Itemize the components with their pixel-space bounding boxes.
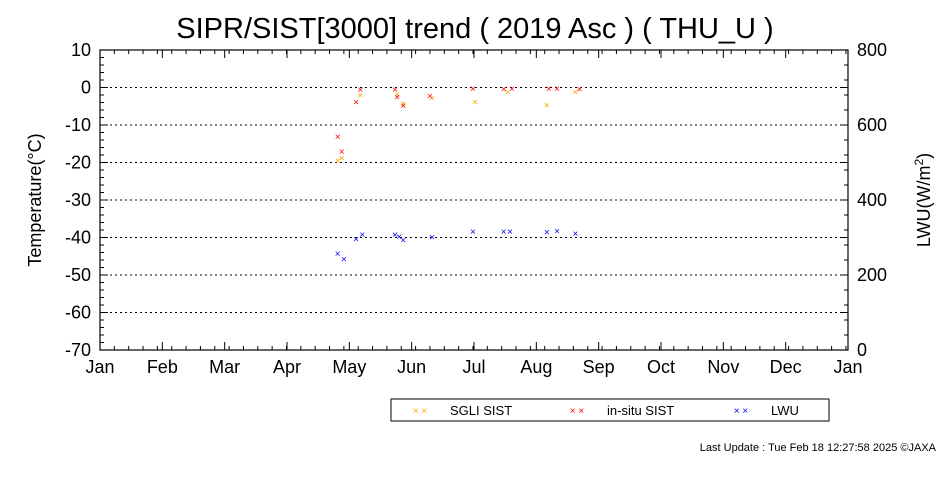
data-point: × (359, 230, 365, 241)
data-point: × (357, 85, 363, 96)
data-point: × (335, 132, 341, 143)
x-tick-label: Jan (85, 357, 114, 377)
data-point: × (577, 85, 583, 96)
data-point: × (429, 94, 435, 105)
data-point: × (392, 230, 398, 241)
y2-tick-label: 0 (857, 340, 867, 360)
data-point: × (573, 88, 579, 99)
data-point: × (554, 226, 560, 237)
x-tick-label: Jul (462, 357, 485, 377)
legend-label: in-situ SIST (607, 403, 674, 418)
data-point: × (394, 90, 400, 101)
y2-tick-label: 200 (857, 265, 887, 285)
x-tick-label: May (332, 357, 366, 377)
data-point: × (544, 100, 550, 111)
y-tick-label: -70 (65, 340, 91, 360)
data-point: × (573, 229, 579, 240)
legend-marker: × × (734, 406, 749, 417)
y2-tick-labels: 800 600 400 200 0 (857, 40, 887, 360)
y-axis-label: Temperature(°C) (25, 133, 45, 266)
data-point: × (472, 97, 478, 108)
legend-label: LWU (771, 403, 799, 418)
last-update-text: Last Update : Tue Feb 18 12:27:58 2025 ©… (700, 442, 937, 454)
axis-ticks (99, 49, 849, 351)
data-point: × (400, 235, 406, 246)
data-point: × (335, 156, 341, 167)
data-points: ××× ×× × ×××××××× ××××× × × × × ×××× × ××× × × × × × × × (335, 84, 583, 266)
x-tick-label: Dec (770, 357, 802, 377)
legend: × × SGLI SIST × × in-situ SIST × × LWU (390, 398, 830, 422)
data-point: × (400, 99, 406, 110)
x-tick-label: Jan (833, 357, 862, 377)
data-point: × (341, 254, 347, 265)
y-tick-label: -10 (65, 115, 91, 135)
data-point: × (427, 91, 433, 102)
data-point: × (509, 84, 515, 95)
x-tick-label: Mar (209, 357, 240, 377)
y-tick-label: -40 (65, 228, 91, 248)
y2-axis-label: LWU(W/m2) (912, 153, 934, 247)
data-point: × (392, 85, 398, 96)
data-point: × (429, 232, 435, 243)
x-tick-label: Aug (520, 357, 552, 377)
x-tick-labels: Jan Feb Mar Apr May Jun Jul Aug Sep Oct Nov Dec Jan (85, 357, 862, 377)
data-point: × (353, 235, 359, 246)
x-tick-label: Nov (707, 357, 739, 377)
y-tick-label: -50 (65, 265, 91, 285)
data-point: × (470, 84, 476, 95)
y2-tick-label: 400 (857, 190, 887, 210)
data-point: × (501, 85, 507, 96)
data-point: × (396, 232, 402, 243)
y2-axis-label-sup: 2 (912, 159, 926, 166)
chart-title: SIPR/SIST[3000] trend ( 2019 Asc ) ( THU… (176, 13, 773, 45)
data-point: × (339, 147, 345, 158)
legend-marker: × × (413, 406, 428, 417)
x-tick-label: Feb (147, 357, 178, 377)
y-tick-labels: 10 0 -10 -20 -30 -40 -50 -60 -70 (65, 40, 91, 360)
data-point: × (400, 101, 406, 112)
data-point: × (546, 84, 552, 95)
x-tick-label: Jun (397, 357, 426, 377)
y-tick-label: -20 (65, 153, 91, 173)
legend-marker: × × (570, 406, 585, 417)
x-tick-label: Sep (583, 357, 615, 377)
legend-label: SGLI SIST (450, 403, 512, 418)
y-tick-label: -60 (65, 303, 91, 323)
y2-axis-label-end: ) (914, 153, 934, 159)
y2-tick-label: 800 (857, 40, 887, 60)
data-point: × (554, 84, 560, 95)
data-point: × (507, 227, 513, 238)
data-point: × (470, 227, 476, 238)
y-tick-label: 10 (71, 40, 91, 60)
data-point: × (335, 249, 341, 260)
data-point: × (501, 227, 507, 238)
data-point: × (339, 154, 345, 165)
y-tick-label: 0 (81, 78, 91, 98)
legend-items: × × SGLI SIST × × in-situ SIST × × LWU (413, 403, 799, 418)
data-point: × (353, 97, 359, 108)
data-point: × (357, 91, 363, 102)
x-tick-label: Oct (647, 357, 675, 377)
x-tick-label: Apr (273, 357, 301, 377)
y2-axis-label-main: LWU(W/m (914, 166, 934, 248)
y2-tick-label: 600 (857, 115, 887, 135)
data-point: × (394, 92, 400, 103)
y-tick-label: -30 (65, 190, 91, 210)
data-point: × (544, 227, 550, 238)
gridlines (100, 87, 848, 313)
legend-box (390, 398, 830, 422)
data-point: × (505, 88, 511, 99)
